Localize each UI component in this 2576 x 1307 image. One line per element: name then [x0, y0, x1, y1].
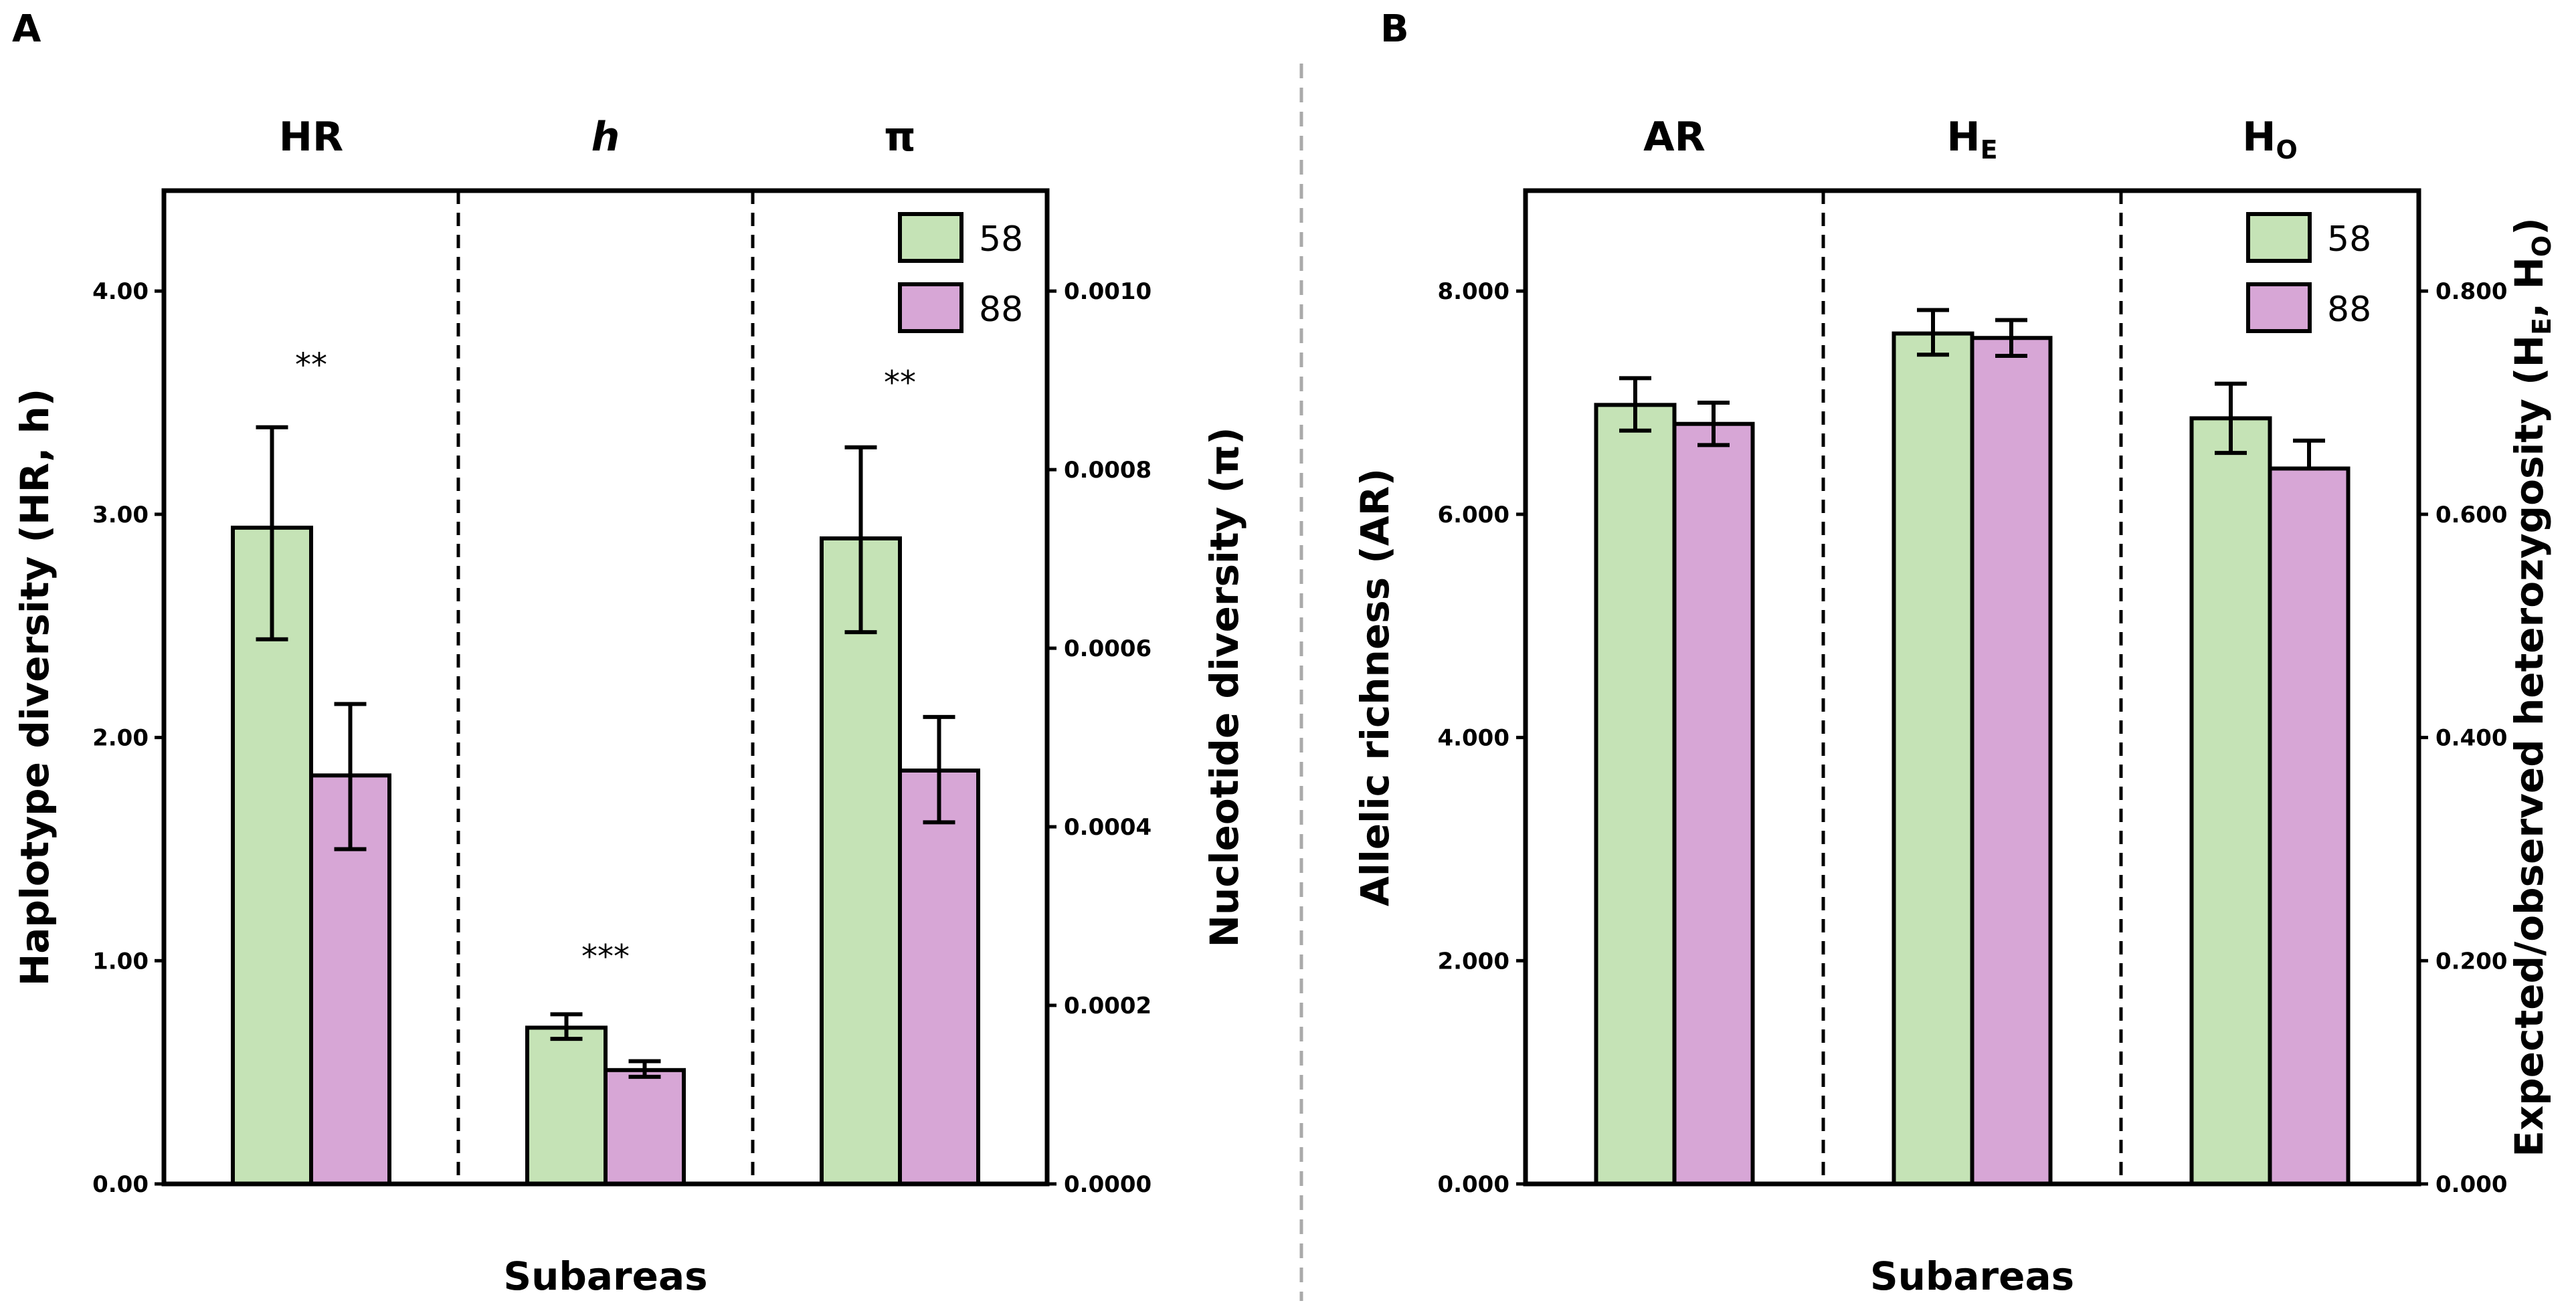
panel-b: B 0.000 2.000 4.000 6.000 8.000 0.000 0.200 0.40… [1352, 7, 2557, 1299]
left-tick-label: 2.00 [92, 725, 149, 752]
right-tick-label: 0.0010 [1064, 278, 1152, 305]
left-tick-label: 8.000 [1437, 278, 1509, 305]
legend-swatch-58 [2246, 212, 2312, 263]
right-tick-label: 0.200 [2435, 948, 2508, 975]
column-header-name: h [591, 114, 620, 161]
right-axis-title-sub: E [2527, 318, 2557, 335]
column-header: h [591, 114, 620, 161]
column-header: HR [279, 114, 343, 161]
left-tick-label: 0.00 [92, 1171, 149, 1198]
panel-label: A [12, 7, 41, 51]
left-tick-label: 4.00 [92, 278, 149, 305]
left-axis-title-text: Haplotype diversity (HR, h) [12, 389, 58, 987]
column-header: AR [1643, 114, 1706, 161]
legend-swatch-88 [2246, 282, 2312, 333]
right-tick-label: 0.400 [2435, 725, 2508, 752]
legend-swatch-58 [898, 212, 963, 263]
x-axis-title: Subareas [503, 1253, 707, 1299]
column-header-subscript: E [1981, 135, 1998, 165]
bar-58-1 [1892, 331, 1974, 1187]
right-axis-title: Expected/observed heterozygosity (HE, HO… [2506, 217, 2557, 1157]
bar-58-0 [1594, 403, 1677, 1187]
right-tick-label: 0.800 [2435, 278, 2508, 305]
plot-frame [1523, 188, 2421, 1187]
plot-frame [161, 188, 1050, 1187]
bar-88-1 [604, 1068, 686, 1186]
column-header: HO [2242, 114, 2298, 165]
legend-label: 88 [979, 290, 1023, 330]
legend-label: 58 [979, 219, 1023, 260]
bar-58-1 [525, 1025, 608, 1187]
left-tick-label: 4.000 [1437, 725, 1509, 752]
left-axis-title-text: Allelic richness (AR) [1352, 468, 1398, 906]
column-header-subscript: O [2276, 135, 2297, 165]
legend-label: 58 [2327, 219, 2371, 260]
left-tick-label: 1.00 [92, 948, 149, 975]
right-axis-title-sub: O [2527, 235, 2557, 257]
right-tick-label: 0.000 [2435, 1171, 2508, 1198]
right-tick-label: 0.600 [2435, 502, 2508, 528]
left-tick-label: 0.000 [1437, 1171, 1509, 1198]
significance-label: ** [295, 346, 327, 384]
legend-label: 88 [2327, 290, 2371, 330]
column-header-name: H [1946, 114, 1980, 161]
bar-88-2 [2268, 466, 2351, 1186]
significance-label: ** [884, 365, 916, 402]
right-axis-title-end: ) [2506, 217, 2552, 235]
right-axis-title: Nucleotide diversity (π) [1202, 427, 1247, 947]
right-tick-label: 0.0008 [1064, 457, 1152, 484]
panel-label: B [1380, 7, 1409, 51]
legend-swatch-88 [898, 282, 963, 333]
left-tick-label: 6.000 [1437, 502, 1509, 528]
left-axis-title: Haplotype diversity (HR, h) [12, 389, 58, 987]
left-axis-title: Allelic richness (AR) [1352, 468, 1398, 906]
column-header-name: π [884, 114, 915, 161]
right-tick-label: 0.0004 [1064, 814, 1152, 841]
significance-label: *** [581, 938, 630, 975]
bar-58-2 [2189, 416, 2272, 1186]
column-header-name: AR [1643, 114, 1706, 161]
column-header: HE [1946, 114, 1997, 165]
panel-a: A*******0.001.002.003.004.000.00000.0002… [12, 7, 1247, 1299]
bar-88-0 [1672, 421, 1755, 1186]
right-axis-title-sep: , H [2506, 257, 2552, 318]
left-tick-label: 3.00 [92, 502, 149, 528]
bar-88-1 [1970, 336, 2053, 1186]
column-header-name: HR [279, 114, 343, 161]
bar-58-2 [820, 536, 902, 1186]
x-axis-title: Subareas [1870, 1253, 2074, 1299]
column-header-name: H [2242, 114, 2276, 161]
left-tick-label: 2.000 [1437, 948, 1509, 975]
right-axis-title-text: Nucleotide diversity (π) [1202, 427, 1247, 947]
right-tick-label: 0.0002 [1064, 993, 1152, 1019]
right-tick-label: 0.0006 [1064, 635, 1152, 662]
column-header: π [884, 114, 915, 161]
bar-88-2 [898, 768, 980, 1186]
right-axis-title-text: Expected/observed heterozygosity (H [2506, 335, 2552, 1157]
right-tick-label: 0.0000 [1064, 1171, 1152, 1198]
